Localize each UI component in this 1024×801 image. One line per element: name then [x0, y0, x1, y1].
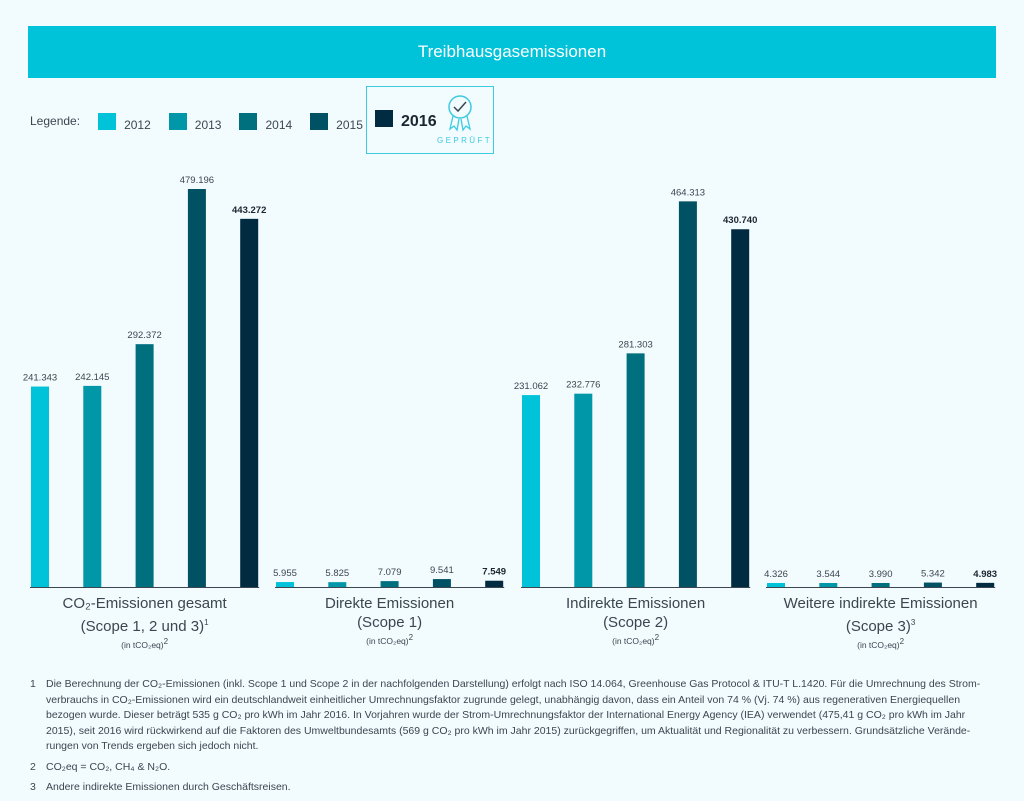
- bar-value-label: 430.740: [723, 215, 757, 226]
- bar-value-label: 464.313: [671, 187, 705, 198]
- bar-2016: [485, 580, 504, 587]
- legend-item-2014: 2014: [239, 112, 293, 132]
- chart-title: Treibhausgasemissionen: [417, 42, 607, 61]
- bar-2014: [871, 583, 890, 587]
- bar-2016: [976, 582, 995, 587]
- bar-value-label: 292.372: [127, 330, 161, 341]
- bar-2014: [135, 344, 154, 587]
- bar-2015: [432, 579, 451, 587]
- legend-swatch: [310, 112, 329, 130]
- bar-group-2: 5.955 5.825 7.079 9.541 7.549: [273, 565, 506, 588]
- legend-year: 2014: [265, 118, 293, 132]
- bar-value-label: 241.343: [23, 373, 57, 384]
- category-unit: (in tCO₂eq)2: [612, 633, 660, 646]
- footnote-ref: 2: [408, 633, 414, 642]
- category-title: Indirekte Emissionen: [565, 595, 706, 612]
- footnote-ref: 2: [654, 633, 660, 642]
- legend-label: Legende:: [30, 114, 81, 128]
- bar-value-label: 232.776: [566, 380, 600, 391]
- bar-value-label: 5.342: [921, 569, 945, 580]
- footnotes: 1 Die Berechnung der CO₂-Emissionen (ink…: [30, 677, 990, 801]
- bar-group-1: 241.343 242.145 292.372 479.196 443.272: [23, 175, 266, 588]
- verified-rosette-icon: [448, 95, 472, 132]
- category-label-1: CO₂-Emissionen gesamt (Scope 1, 2 und 3)1…: [15, 594, 275, 651]
- footnote-text: Andere indirekte Emissionen durch Geschä…: [46, 781, 291, 793]
- category-unit: (in tCO₂eq)2: [121, 637, 169, 650]
- footnote-number: 2: [30, 760, 36, 773]
- category-label-4: Weitere indirekte Emissionen (Scope 3)3 (i…: [751, 594, 1011, 651]
- legend-item-2015: 2015: [310, 112, 363, 132]
- legend-item-2013: 2013: [168, 112, 222, 132]
- footnote-text: CO₂eq = CO₂, CH₄ & N₂O.: [46, 760, 171, 773]
- category-scope: (Scope 2): [603, 614, 669, 631]
- bar-value-label: 4.983: [973, 569, 997, 580]
- bar-value-label: 3.990: [869, 569, 893, 580]
- category-unit: (in tCO₂eq)2: [366, 633, 414, 646]
- footnote-number: 1: [30, 678, 36, 690]
- bar-2012: [767, 583, 785, 587]
- bar-2012: [522, 395, 540, 587]
- bar-2012: [31, 386, 49, 587]
- bar-2014: [626, 353, 645, 587]
- verified-year-box: 2016 GEPRÜFT: [366, 86, 494, 154]
- footnote-2: 2 CO₂eq = CO₂, CH₄ & N₂O.: [30, 760, 990, 776]
- bar-value-label: 443.272: [232, 205, 266, 216]
- bar-2014: [380, 581, 399, 587]
- bar-group-3: 231.062 232.776 281.303 464.313 430.740: [514, 187, 757, 588]
- legend-swatch: [375, 109, 393, 127]
- category-title: Direkte Emissionen: [324, 595, 455, 612]
- category-scope: (Scope 3)3: [845, 618, 916, 635]
- footnote-ref: 1: [204, 618, 209, 627]
- legend-swatch: [98, 112, 117, 130]
- bar-2013: [328, 582, 347, 587]
- bar-value-label: 7.079: [378, 567, 402, 578]
- legend-year: 2013: [194, 118, 222, 132]
- bar-value-label: 479.196: [180, 175, 214, 186]
- bar-value-label: 7.549: [482, 567, 506, 578]
- bar-2015: [187, 189, 206, 587]
- category-unit: (in tCO₂eq)2: [857, 637, 905, 650]
- category-title: CO₂-Emissionen gesamt: [62, 595, 227, 612]
- legend-item-2012: 2012: [98, 112, 151, 132]
- legend-swatch: [239, 112, 258, 130]
- bar-value-label: 281.303: [618, 339, 652, 350]
- footnote-number: 3: [30, 781, 36, 793]
- bar-group-4: 4.326 3.544 3.990 5.342 4.983: [764, 569, 997, 588]
- category-label-2: Direkte Emissionen (Scope 1) (in tCO₂eq)2: [260, 594, 520, 647]
- footnote-3: 3 Andere indirekte Emissionen durch Gesc…: [30, 780, 990, 796]
- bar-value-label: 231.062: [514, 381, 548, 392]
- footnote-ref: 2: [163, 637, 169, 646]
- footnote-text: Die Berechnung der CO₂-Emissionen (inkl.…: [46, 678, 981, 752]
- legend-year: 2015: [336, 118, 363, 132]
- bar-chart: 241.343 242.145 292.372 479.196 443.272 5.955…: [23, 175, 997, 588]
- category-scope: (Scope 1, 2 und 3)1: [80, 618, 209, 635]
- bar-2015: [923, 582, 942, 587]
- bar-2013: [83, 385, 102, 587]
- bar-value-label: 3.544: [816, 569, 840, 580]
- chart-title-banner: Treibhausgasemissionen: [28, 26, 996, 78]
- bar-value-label: 4.326: [764, 569, 788, 580]
- category-title: Weitere indirekte Emissionen: [783, 595, 978, 612]
- legend: Legende: 2012 2013 2014 2015: [30, 106, 381, 136]
- bar-2016: [731, 229, 750, 587]
- bar-2012: [276, 582, 294, 587]
- bar-value-label: 9.541: [430, 565, 454, 576]
- bar-2016: [240, 218, 259, 587]
- verified-label: GEPRÜFT: [437, 136, 493, 145]
- category-scope: (Scope 1): [357, 614, 423, 631]
- legend-year: 2012: [124, 118, 151, 132]
- legend-swatch: [168, 112, 187, 130]
- bar-value-label: 242.145: [75, 372, 109, 383]
- footnote-1: 1 Die Berechnung der CO₂-Emissionen (ink…: [30, 677, 990, 755]
- bar-value-label: 5.955: [273, 568, 297, 579]
- legend-item-2016: 2016: [375, 109, 437, 130]
- footnote-ref: 3: [910, 618, 916, 627]
- bar-2015: [678, 201, 697, 587]
- bar-2013: [574, 393, 593, 587]
- bar-value-label: 5.825: [325, 568, 349, 579]
- legend-year: 2016: [401, 113, 437, 130]
- bar-2013: [819, 583, 838, 587]
- category-label-3: Indirekte Emissionen (Scope 2) (in tCO₂eq)…: [506, 594, 766, 647]
- footnote-ref: 2: [899, 637, 905, 646]
